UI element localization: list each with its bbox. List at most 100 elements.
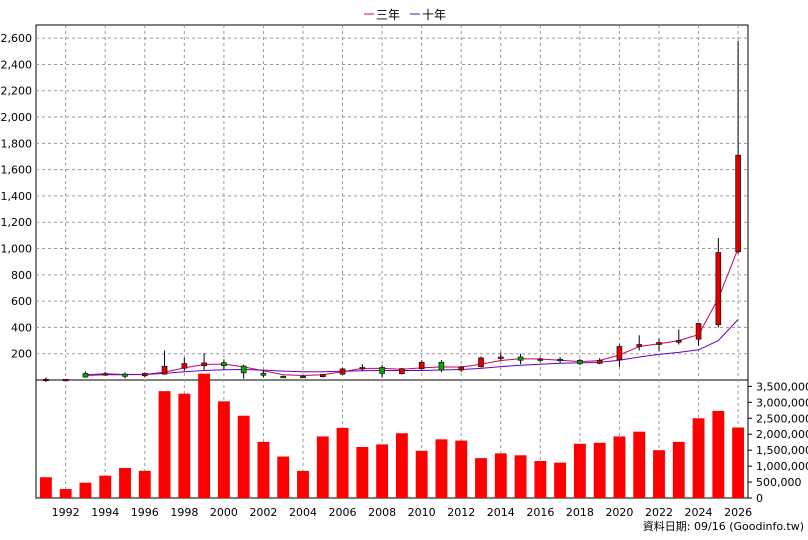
volume-bar	[534, 461, 547, 498]
candle	[557, 356, 563, 363]
volume-bar	[158, 391, 171, 498]
year-tick-label: 2014	[487, 506, 515, 519]
candle	[656, 338, 662, 352]
candle-body	[675, 340, 682, 343]
candle-body	[616, 346, 623, 360]
volume-axis: 0 500,000 1,000,000 1,500,000 2,000,000 2,500…	[748, 380, 808, 505]
volume-bar	[455, 440, 468, 498]
volume-bar	[119, 468, 131, 498]
candle-body	[458, 366, 465, 371]
price-tick-label: 600	[11, 295, 32, 308]
volume-panel	[35, 379, 749, 499]
candle-body	[735, 154, 741, 253]
volume-bar	[297, 470, 309, 498]
grid	[36, 25, 748, 498]
candle-body	[596, 359, 603, 364]
candle	[695, 322, 702, 346]
legend: 三年 十年	[364, 8, 446, 22]
volume-bar	[494, 453, 507, 498]
candle	[240, 364, 247, 379]
candle	[339, 367, 346, 375]
volume-tick-label: 1,000,000	[756, 460, 808, 473]
price-tick-label: 800	[11, 269, 32, 282]
candle	[517, 353, 524, 365]
candle	[458, 365, 465, 372]
price-tick-label: 1,800	[1, 137, 33, 150]
candle-body	[359, 367, 366, 370]
candle-body	[280, 376, 287, 379]
candle-body	[636, 344, 643, 347]
candle-body	[161, 365, 168, 375]
volume-bar	[593, 442, 606, 498]
year-tick-label: 2004	[289, 506, 317, 519]
year-axis: 1992 1994 1996 1998 2000 2002 2004 2006 2008 2010…	[52, 506, 752, 519]
volume-bar	[712, 410, 725, 498]
candle-body	[201, 362, 207, 367]
candle	[141, 372, 148, 378]
candle-body	[240, 365, 247, 374]
volume-bar	[336, 427, 349, 498]
candle	[596, 358, 603, 365]
candle-body	[656, 342, 662, 345]
candle	[102, 371, 109, 376]
price-tick-label: 1,400	[1, 190, 33, 203]
candle-body	[181, 363, 188, 369]
candle-body	[319, 374, 326, 378]
candle	[715, 238, 722, 328]
legend-label-ten-year: 十年	[422, 8, 446, 22]
candle	[62, 378, 69, 382]
volume-tick-label: 1,500,000	[756, 444, 808, 457]
year-tick-label: 2008	[368, 506, 396, 519]
price-tick-label: 200	[11, 348, 32, 361]
volume-tick-label: 0	[756, 492, 763, 505]
candle-body	[62, 379, 69, 382]
volume-bar	[59, 489, 72, 498]
candle-body	[260, 372, 267, 376]
year-tick-label: 2012	[447, 506, 475, 519]
candle	[359, 364, 366, 371]
candle	[221, 359, 227, 370]
candle	[537, 357, 544, 362]
candle	[161, 350, 168, 375]
year-tick-label: 2024	[685, 506, 713, 519]
price-tick-label: 2,000	[1, 111, 33, 124]
volume-bars	[39, 373, 745, 498]
candle	[478, 356, 484, 368]
candle	[379, 364, 385, 378]
volume-bar	[217, 401, 230, 498]
volume-bar	[99, 475, 112, 498]
candle	[82, 371, 89, 378]
price-tick-label: 1,600	[1, 164, 33, 177]
volume-tick-label: 3,000,000	[756, 396, 808, 409]
volume-bar	[415, 450, 428, 498]
year-tick-label: 2006	[329, 506, 357, 519]
volume-bar	[138, 470, 151, 498]
year-tick-label: 2016	[526, 506, 554, 519]
candle-body	[695, 323, 702, 340]
candle	[201, 353, 207, 371]
candle	[438, 360, 445, 373]
price-tick-label: 2,200	[1, 85, 33, 98]
year-tick-label: 2010	[408, 506, 436, 519]
volume-bar	[732, 427, 745, 498]
year-tick-label: 1992	[52, 506, 80, 519]
candle	[319, 373, 326, 378]
candle-body	[122, 373, 128, 377]
price-axis: 200 400 600 800 1,000 1,200 1,400 1,600 1,800 2,0…	[1, 32, 33, 361]
volume-bar	[39, 477, 52, 498]
candle-body	[715, 252, 722, 326]
data-date-footer: 資料日期: 09/16 (Goodinfo.tw)	[642, 520, 804, 533]
volume-tick-label: 2,000,000	[756, 428, 808, 441]
volume-bar	[237, 415, 250, 498]
candle	[636, 335, 643, 351]
volume-tick-label: 3,500,000	[756, 380, 808, 393]
volume-bar	[573, 443, 586, 498]
candle	[616, 344, 623, 367]
year-tick-label: 1998	[170, 506, 198, 519]
candle	[399, 367, 405, 375]
volume-bar	[79, 482, 92, 498]
candle-body	[577, 359, 583, 364]
volume-bar	[633, 431, 646, 498]
legend-label-three-year: 三年	[376, 8, 400, 22]
